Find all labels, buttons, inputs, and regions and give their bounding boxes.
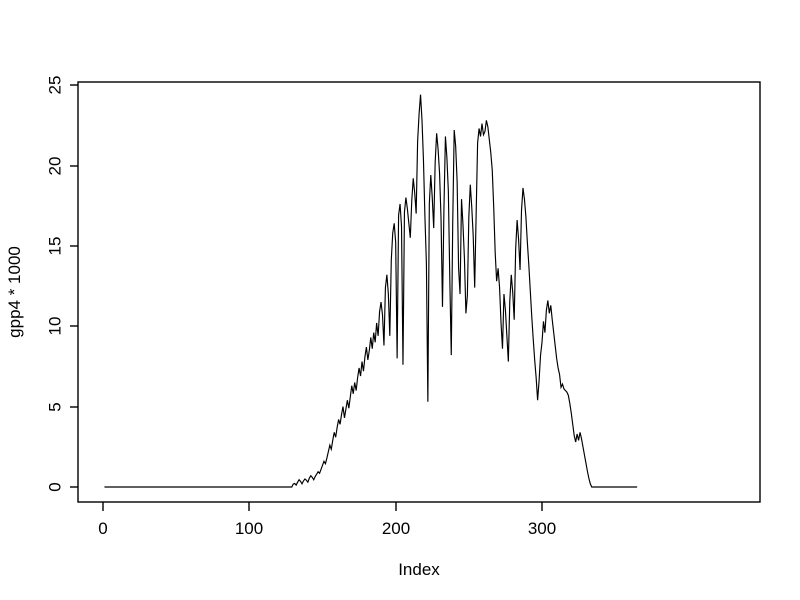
x-tick-label-200: 200	[382, 519, 410, 538]
plot-box-border	[77, 81, 761, 503]
x-axis-title: Index	[398, 560, 440, 579]
y-axis-ticks	[70, 84, 78, 488]
y-axis-tick-labels: 0 5 10 15 20 25	[46, 76, 65, 492]
y-tick-label-0: 0	[46, 482, 65, 491]
y-tick-label-25: 25	[46, 76, 65, 95]
x-axis-ticks	[102, 502, 543, 511]
y-axis-title: gpp4 * 1000	[5, 246, 24, 338]
x-tick-label-0: 0	[98, 519, 107, 538]
y-tick-label-15: 15	[46, 237, 65, 256]
y-tick-label-5: 5	[46, 402, 65, 411]
data-series-line	[104, 94, 638, 488]
y-tick-label-20: 20	[46, 157, 65, 176]
x-tick-label-300: 300	[528, 519, 556, 538]
x-axis-tick-labels: 0 100 200 300	[98, 519, 556, 538]
x-tick-label-100: 100	[235, 519, 263, 538]
y-tick-label-10: 10	[46, 317, 65, 336]
